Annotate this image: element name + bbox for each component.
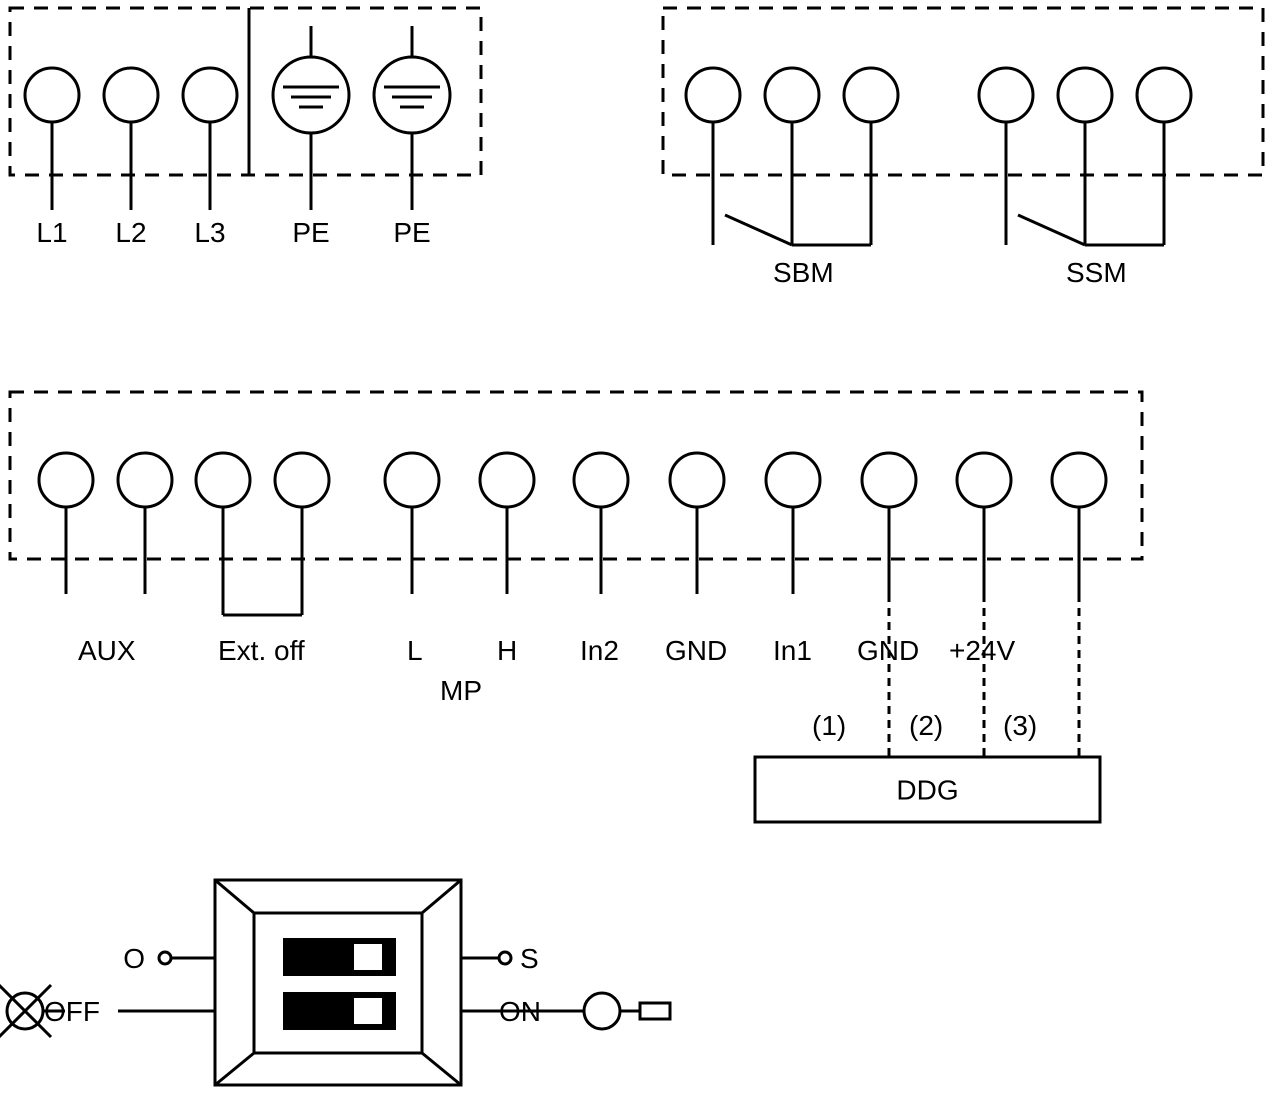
label-SSM: SSM [1066,257,1127,288]
terminal-ctrl [574,453,628,507]
label-MP: MP [440,675,482,706]
label-PE: PE [292,217,329,248]
power-block [10,8,481,175]
label-AUX: AUX [78,635,136,666]
label-L1: L1 [36,217,67,248]
terminal-ctrl [1052,453,1106,507]
label-ddg-pin: (3) [1003,710,1037,741]
 [499,952,511,964]
terminal-output [686,68,740,122]
terminal-ctrl [385,453,439,507]
label-ddg-pin: (2) [909,710,943,741]
label-In1: In1 [773,635,812,666]
terminal-output [765,68,819,122]
terminal-output [979,68,1033,122]
label-In2: In2 [580,635,619,666]
label-PE: PE [393,217,430,248]
label-L3: L3 [194,217,225,248]
terminal-output [1137,68,1191,122]
terminal-L3 [183,68,237,122]
label-Ext. off: Ext. off [218,635,305,666]
terminal-ctrl [957,453,1011,507]
terminal-ctrl [118,453,172,507]
terminal-output [1058,68,1112,122]
label-O: O [123,943,145,974]
terminal-PE [374,57,450,133]
 [159,952,171,964]
label-ddg-pin: (1) [812,710,846,741]
signal-block [663,8,1263,175]
terminal-ctrl [766,453,820,507]
terminal-ctrl [480,453,534,507]
terminal-PE [273,57,349,133]
terminal-ctrl [39,453,93,507]
label-H: H [497,635,517,666]
label-L2: L2 [115,217,146,248]
terminal-output [844,68,898,122]
label-GND: GND [665,635,727,666]
terminal-L1 [25,68,79,122]
terminal-ctrl [275,453,329,507]
label-S: S [520,943,539,974]
label-L: L [407,635,423,666]
label-+24V: +24V [949,635,1015,666]
label-DDG: DDG [896,775,958,806]
term-on-symbol [584,993,620,1029]
terminal-ctrl [862,453,916,507]
control-block [10,392,1142,559]
label-SBM: SBM [773,257,834,288]
terminal-ctrl [670,453,724,507]
label-ON: ON [499,996,541,1027]
terminal-L2 [104,68,158,122]
terminal-ctrl [196,453,250,507]
